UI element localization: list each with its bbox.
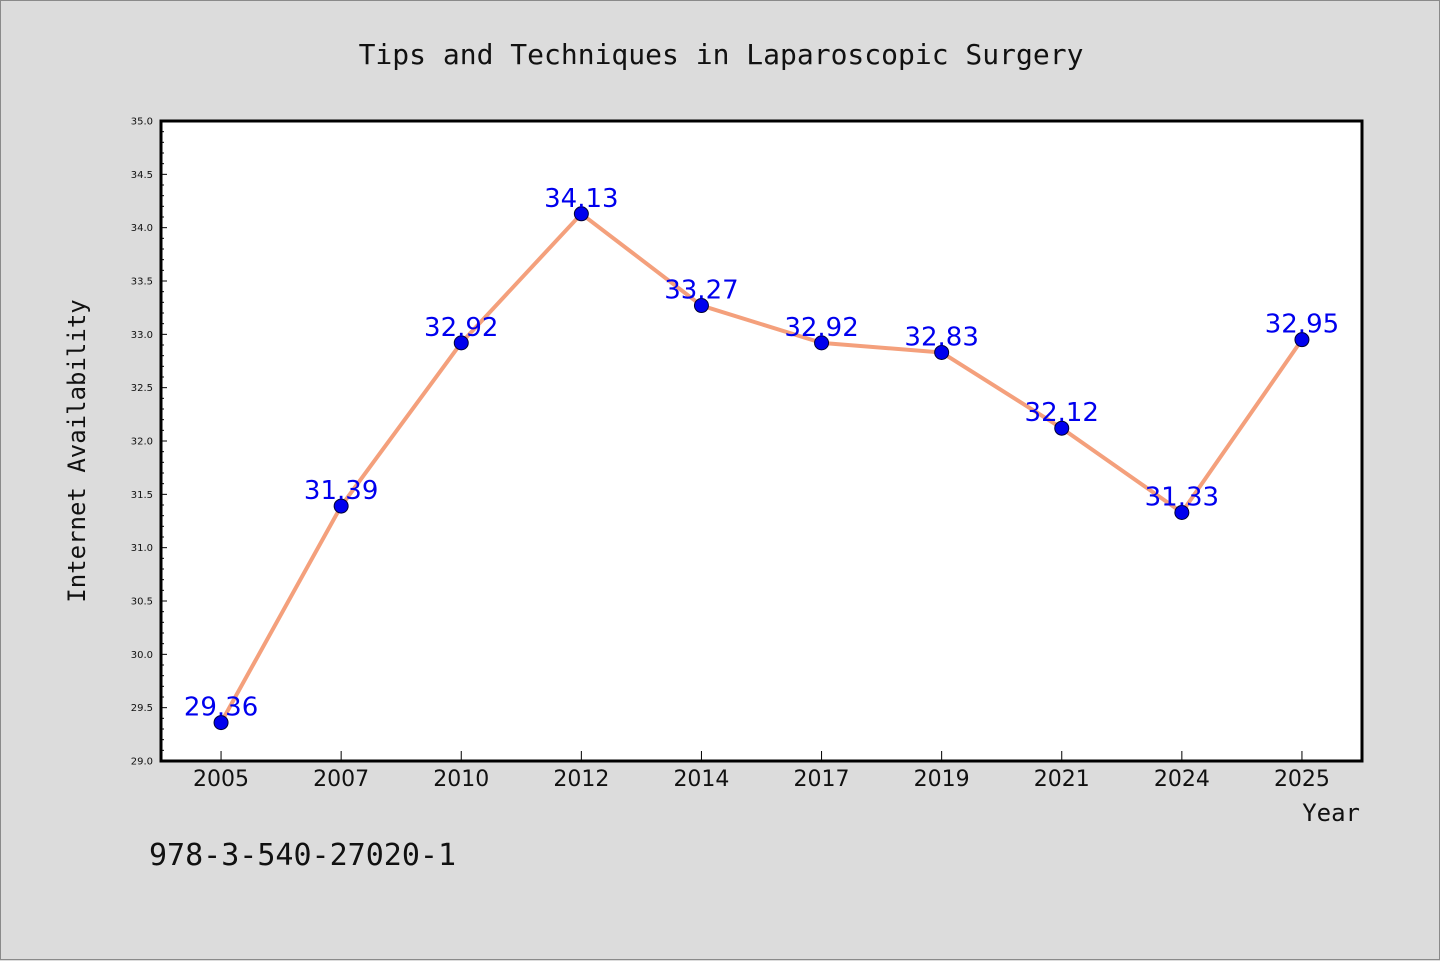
y-tick-label: 32.0	[131, 437, 153, 448]
data-label: 32.83	[904, 322, 978, 352]
data-label: 31.33	[1145, 482, 1219, 512]
x-tick-label: 2014	[673, 767, 729, 792]
isbn-annotation: 978-3-540-27020-1	[149, 838, 456, 873]
data-label: 32.92	[424, 313, 498, 343]
x-tick-label: 2021	[1034, 767, 1090, 792]
data-point	[693, 298, 709, 314]
data-label: 32.12	[1025, 398, 1099, 428]
y-tick-label: 31.0	[131, 543, 153, 554]
x-tick-label: 2007	[313, 767, 369, 792]
x-tick-label: 2024	[1154, 767, 1210, 792]
data-point	[1294, 332, 1310, 348]
data-label: 31.39	[304, 476, 378, 506]
data-point	[573, 206, 589, 222]
data-point	[1174, 504, 1190, 520]
x-tick-label: 2019	[914, 767, 970, 792]
data-label: 33.27	[664, 276, 738, 306]
plot-border	[159, 119, 1364, 763]
y-tick-label: 29.0	[131, 757, 153, 768]
y-tick-label: 30.0	[131, 650, 153, 661]
y-axis-title: Internet Availability	[63, 299, 91, 602]
y-tick-label: 32.5	[131, 383, 153, 394]
y-tick-label: 33.5	[131, 277, 153, 288]
data-label: 32.95	[1265, 310, 1339, 340]
data-label-group: 29.36 31.39 32.92 34.13 33.27 32.92 32.83 32.12…	[184, 184, 1339, 723]
x-axis-title: Year	[1302, 799, 1360, 827]
data-point	[453, 335, 469, 351]
y-tick-label: 31.5	[131, 490, 153, 501]
series-group	[213, 206, 1310, 731]
x-axis-ticks: 2005 2007 2010 2012 2014 2017 2019 2021 2024 2025	[193, 751, 1330, 792]
data-point	[814, 335, 830, 351]
x-tick-label: 2010	[433, 767, 489, 792]
x-tick-label: 2012	[553, 767, 609, 792]
y-tick-label: 34.0	[131, 223, 153, 234]
x-tick-label: 2025	[1274, 767, 1330, 792]
data-point	[213, 715, 229, 731]
data-point	[333, 498, 349, 514]
chart-title: Tips and Techniques in Laparoscopic Surg…	[359, 38, 1084, 71]
data-label: 32.92	[784, 313, 858, 343]
series-line	[219, 211, 1304, 725]
x-tick-label: 2005	[193, 767, 249, 792]
y-tick-label: 29.5	[131, 703, 153, 714]
data-point	[934, 344, 950, 360]
y-tick-label: 34.5	[131, 170, 153, 181]
data-label: 29.36	[184, 693, 258, 723]
data-label: 34.13	[544, 184, 618, 214]
y-tick-label: 35.0	[131, 117, 153, 128]
x-tick-label: 2017	[794, 767, 850, 792]
data-point	[1054, 420, 1070, 436]
y-tick-label: 33.0	[131, 330, 153, 341]
y-tick-label: 30.5	[131, 597, 153, 608]
plot-area	[161, 121, 1362, 761]
